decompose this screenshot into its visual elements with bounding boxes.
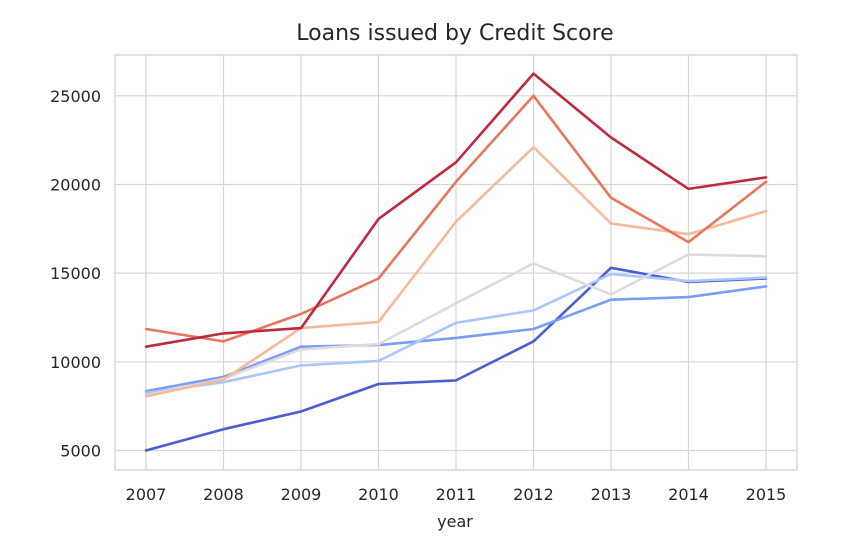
x-tick-label: 2007 [126, 485, 167, 504]
y-tick-label: 25000 [50, 87, 101, 106]
y-tick-label: 10000 [50, 353, 101, 372]
series-line-2 [144, 285, 768, 393]
x-tick-label: 2012 [513, 485, 554, 504]
y-tick-label: 20000 [50, 175, 101, 194]
x-tick-labels: 2007 2008 2009 2010 2011 2012 2013 2014 2015 [126, 485, 787, 504]
x-tick-label: 2009 [281, 485, 322, 504]
series-line-3 [144, 272, 768, 395]
series-line-4 [144, 253, 768, 397]
x-tick-label: 2013 [591, 485, 632, 504]
series-line-1 [144, 266, 768, 452]
grid [115, 55, 797, 470]
x-tick-label: 2008 [203, 485, 244, 504]
x-tick-label: 2015 [746, 485, 787, 504]
plot-frame [114, 54, 798, 471]
chart-title: Loans issued by Credit Score [296, 21, 613, 46]
y-tick-label: 15000 [50, 264, 101, 283]
y-tick-labels: 5000 10000 15000 20000 25000 [50, 87, 101, 461]
x-tick-label: 2010 [358, 485, 399, 504]
x-tick-label: 2011 [436, 485, 477, 504]
series-lines [144, 72, 768, 452]
x-axis-label: year [437, 512, 473, 531]
x-tick-label: 2014 [668, 485, 709, 504]
series-line-5 [144, 145, 768, 398]
series-line-7 [144, 72, 768, 349]
y-tick-label: 5000 [60, 441, 101, 460]
